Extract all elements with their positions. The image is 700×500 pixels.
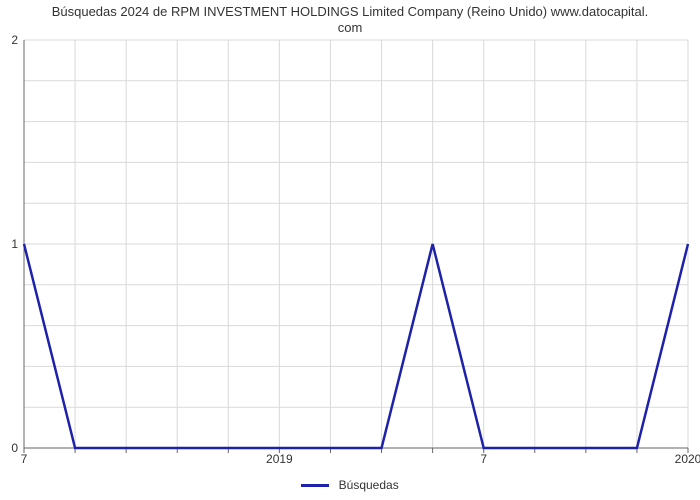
x-tick-label: 2020 xyxy=(675,452,700,466)
legend-label: Búsquedas xyxy=(339,478,399,492)
plot-svg xyxy=(24,40,688,448)
legend-swatch xyxy=(301,484,329,487)
chart-title-line2: com xyxy=(338,20,363,35)
x-tick-label: 2019 xyxy=(266,452,293,466)
y-tick-label: 2 xyxy=(11,33,18,47)
chart-container: Búsquedas 2024 de RPM INVESTMENT HOLDING… xyxy=(0,0,700,500)
y-tick-label: 0 xyxy=(11,441,18,455)
plot-area: 0127201972020 xyxy=(24,40,688,448)
chart-title-line1: Búsquedas 2024 de RPM INVESTMENT HOLDING… xyxy=(52,4,649,19)
series-line xyxy=(24,244,688,448)
x-tick-label: 7 xyxy=(21,452,28,466)
chart-title: Búsquedas 2024 de RPM INVESTMENT HOLDING… xyxy=(0,4,700,37)
y-tick-label: 1 xyxy=(11,237,18,251)
x-tick-label: 7 xyxy=(480,452,487,466)
legend: Búsquedas xyxy=(0,477,700,492)
